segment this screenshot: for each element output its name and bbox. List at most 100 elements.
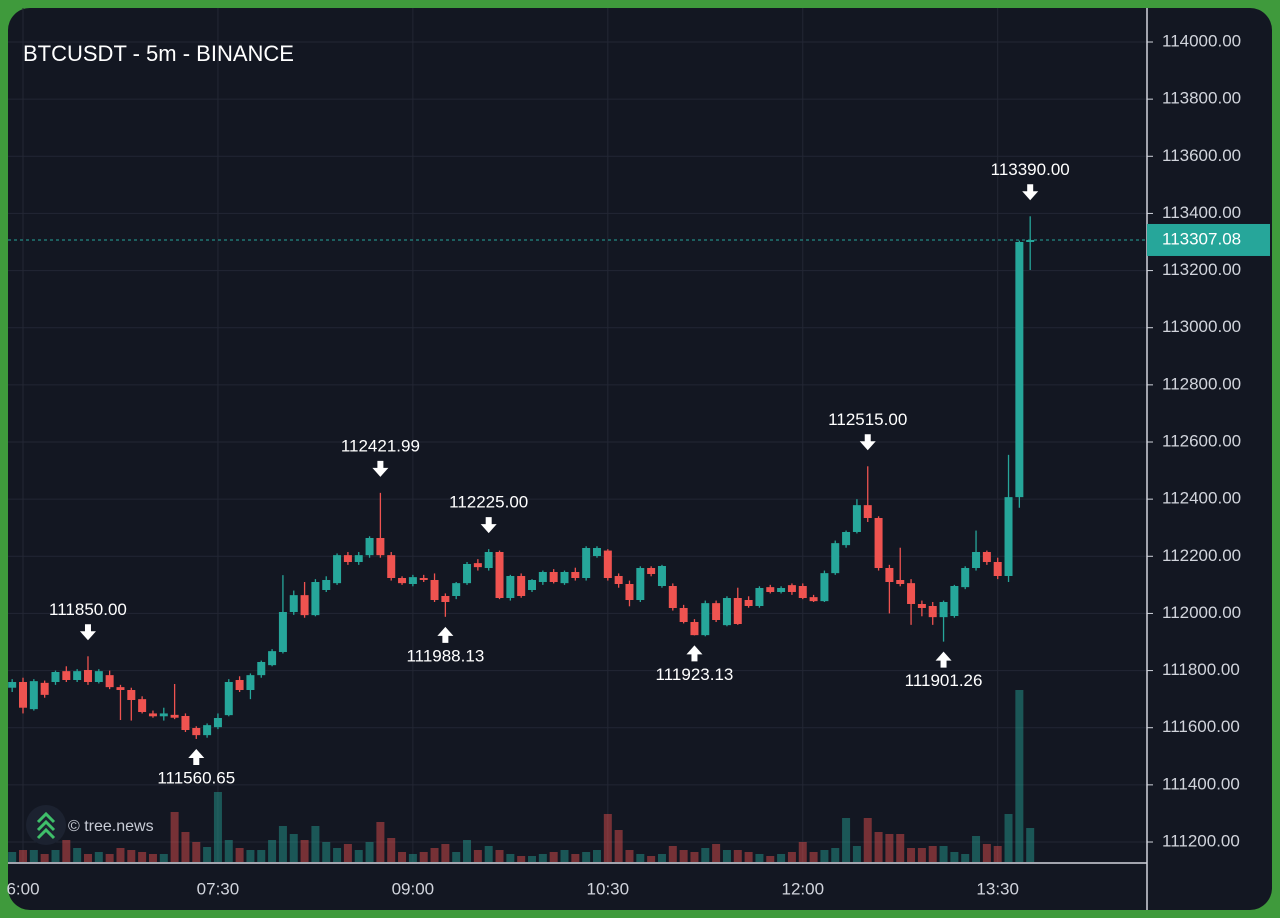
arrow-up — [188, 748, 205, 765]
volume-bar — [257, 850, 266, 862]
volume-bar — [289, 834, 298, 862]
candle-body — [679, 608, 688, 622]
volume-bar — [62, 840, 71, 862]
volume-bar — [430, 848, 439, 862]
candle-body — [852, 505, 861, 532]
volume-bar — [203, 847, 212, 862]
volume-bar — [506, 854, 515, 862]
last-price-label: 113307.08 — [1162, 229, 1241, 248]
volume-bar — [592, 850, 601, 862]
candle-body — [192, 728, 201, 736]
volume-bar — [387, 838, 396, 862]
y-tick-label: 113400.00 — [1162, 203, 1241, 222]
volume-bar — [712, 844, 721, 862]
y-tick-label: 112000.00 — [1162, 603, 1241, 622]
candle-body — [289, 595, 298, 612]
candle-body — [885, 568, 894, 582]
candle-body — [982, 552, 991, 562]
candle-body — [213, 718, 222, 728]
volume-bar — [636, 854, 645, 862]
candle-body — [907, 583, 916, 604]
x-tick-label: 07:30 — [197, 879, 240, 898]
candle-body — [625, 584, 634, 600]
grid — [8, 8, 1147, 862]
volume-bar — [755, 854, 764, 862]
volume-bar — [852, 846, 861, 862]
volume-bar — [8, 852, 17, 862]
candle-body — [733, 598, 742, 624]
volume-bar — [148, 854, 157, 862]
candle-body — [73, 671, 82, 680]
candle-body — [1004, 497, 1013, 576]
x-tick-label: 09:00 — [392, 879, 435, 898]
candle-body — [614, 576, 623, 584]
volume-bar — [625, 850, 634, 862]
volume-bar — [343, 844, 352, 862]
volume-bar — [517, 856, 526, 862]
candle-body — [1015, 242, 1024, 498]
volume-bar — [549, 852, 558, 862]
volume-bar — [809, 852, 818, 862]
candle-body — [354, 555, 363, 562]
candle-body — [722, 598, 731, 626]
volume-bar — [354, 850, 363, 862]
extreme-label: 111850.00 — [49, 600, 127, 619]
volume-bar — [528, 856, 537, 862]
volume-bar — [419, 852, 428, 862]
candle-body — [528, 580, 537, 590]
volume-bar — [224, 840, 233, 862]
volume-bar — [138, 852, 147, 862]
volume-bar — [787, 852, 796, 862]
volume-bar — [831, 848, 840, 862]
candle-body — [787, 585, 796, 592]
y-tick-label: 112400.00 — [1162, 489, 1241, 508]
volume-bar — [647, 856, 656, 862]
volume-bar — [105, 854, 114, 862]
volume-bar — [982, 844, 991, 862]
candle-body — [398, 578, 407, 584]
volume-bar — [928, 846, 937, 862]
candle-body — [300, 595, 309, 616]
x-tick-label: 12:00 — [781, 879, 824, 898]
y-tick-label: 111800.00 — [1162, 660, 1240, 679]
volume-bar — [1015, 690, 1024, 862]
candle-body — [452, 583, 461, 596]
candle-body — [798, 586, 807, 598]
volume-bar — [94, 852, 103, 862]
volume-bar — [896, 834, 905, 862]
candle-body — [8, 682, 17, 688]
candle-body — [29, 681, 38, 710]
volume-bar — [744, 852, 753, 862]
arrow-up — [437, 626, 454, 643]
candle-body — [343, 555, 352, 562]
volume-bar — [127, 850, 136, 862]
candle-body — [993, 562, 1002, 576]
volume-bar — [679, 850, 688, 862]
candle-body — [127, 690, 136, 700]
volume-bar — [766, 856, 775, 862]
candle-body — [636, 568, 645, 600]
candle-body — [896, 580, 905, 584]
volume-bar — [484, 846, 493, 862]
watermark-icon — [36, 811, 56, 840]
y-tick-label: 113000.00 — [1162, 317, 1241, 336]
volume-bar — [268, 840, 277, 862]
volume-bar — [582, 852, 591, 862]
arrow-down — [79, 624, 96, 641]
volume-bar — [473, 850, 482, 862]
volume-bar — [322, 842, 331, 862]
volume-bar — [333, 848, 342, 862]
y-tick-label: 111200.00 — [1162, 831, 1240, 850]
candle-body — [268, 651, 277, 666]
volume-layer — [8, 690, 1035, 862]
x-tick-label: 13:30 — [976, 879, 1019, 898]
volume-bar — [538, 854, 547, 862]
candle-body — [647, 568, 656, 574]
volume-bar — [668, 846, 677, 862]
arrow-up — [935, 651, 952, 668]
candle-body — [441, 596, 450, 602]
volume-bar — [874, 832, 883, 862]
candle-layer — [8, 216, 1035, 739]
